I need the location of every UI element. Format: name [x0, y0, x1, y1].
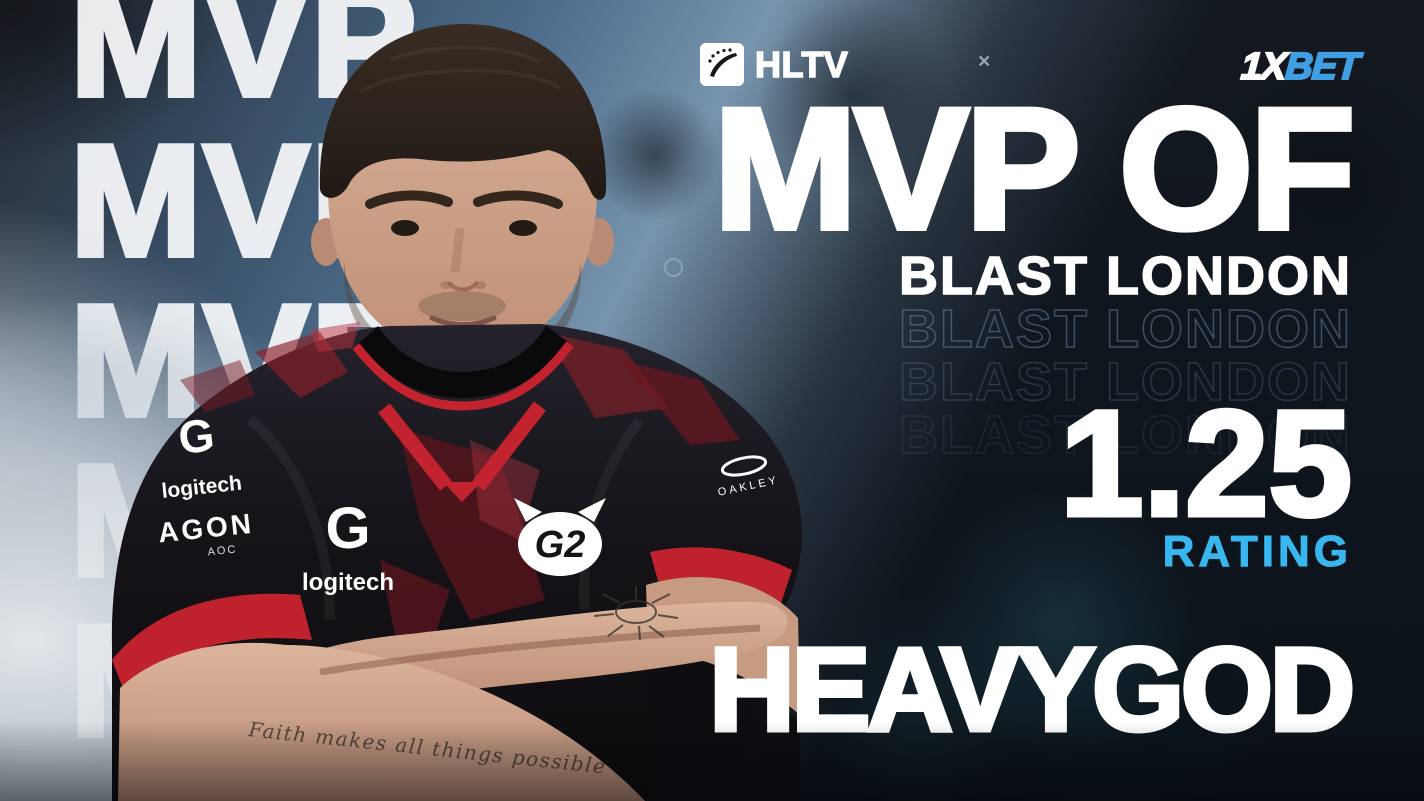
- eye: [509, 220, 537, 236]
- event-name: BLAST LONDON: [898, 245, 1352, 307]
- logitech-chest-wordmark: logitech: [302, 569, 394, 596]
- rating-label: RATING: [1162, 527, 1352, 577]
- g2-logo-text: G2: [535, 524, 586, 566]
- nose-bridge: [450, 227, 465, 273]
- logitech-g-chest-logo: G: [325, 496, 370, 561]
- player-name: HEAVYGOD: [707, 622, 1358, 759]
- rating-value: 1.25: [1058, 377, 1355, 550]
- poster-title: MVP OF: [711, 70, 1358, 268]
- eye: [391, 220, 419, 236]
- nostril: [474, 281, 486, 289]
- nostril: [440, 281, 452, 289]
- logitech-g-sleeve-logo: G: [176, 408, 217, 463]
